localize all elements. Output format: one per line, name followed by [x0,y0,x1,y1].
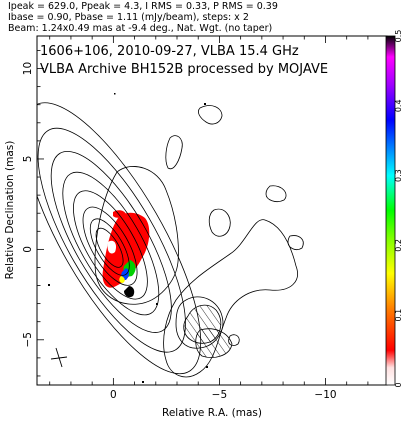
core-contour [37,127,186,353]
colorbar-tick-labels: 0 0.1 0.2 0.3 0.4 0.5 [394,30,403,388]
x-axis-label: Relative R.A. (mas) [162,407,262,419]
colorbar-tick-label: 0.5 [394,30,403,43]
x-tick-label: −10 [314,389,336,401]
colorbar-tick-label: 0.3 [394,169,403,182]
y-tick-labels: 10 5 0 −5 [22,62,34,348]
x-tick-label: 0 [110,389,117,401]
header-line-1: Ipeak = 629.0, Ppeak = 4.3, I RMS = 0.33… [8,1,278,12]
header-line-3: Beam: 1.24x0.49 mas at -9.4 deg., Nat. W… [8,23,273,34]
core-contour [37,102,202,375]
core-contour [95,227,124,268]
y-tick-label: 10 [22,62,34,75]
core-contour [73,190,148,300]
y-tick-label: 5 [22,156,34,163]
core-contour [62,171,160,316]
core-contour [82,206,138,286]
colorbar-tick-label: 0.1 [394,309,403,322]
axis-ticks [37,36,369,385]
plot-frame [36,35,388,386]
beam-symbol [50,347,68,368]
chart-title: 1606+106, 2010-09-27, VLBA 15.4 GHz [40,44,299,59]
core-contour [50,151,172,333]
colorbar [385,35,396,386]
x-tick-label: −5 [212,389,227,401]
chart-subtitle: VLBA Archive BH152B processed by MOJAVE [40,62,328,77]
header-line-2: Ibase = 0.90, Pbase = 1.11 (mJy/beam), s… [8,12,249,23]
noise-speckles [48,93,208,383]
colorbar-tick-label: 0.4 [394,99,403,112]
x-tick-labels: 0 −5 −10 [110,389,337,401]
jet-polarization-hatching [183,304,233,358]
y-tick-label: 0 [22,246,34,253]
core-contour [89,218,130,276]
y-axis-label: Relative Declination (mas) [4,141,16,280]
y-tick-label: −5 [22,332,34,347]
colorbar-tick-label: 0.2 [394,239,403,252]
core-contours [37,102,202,375]
colorbar-tick-label: 0 [394,382,403,387]
